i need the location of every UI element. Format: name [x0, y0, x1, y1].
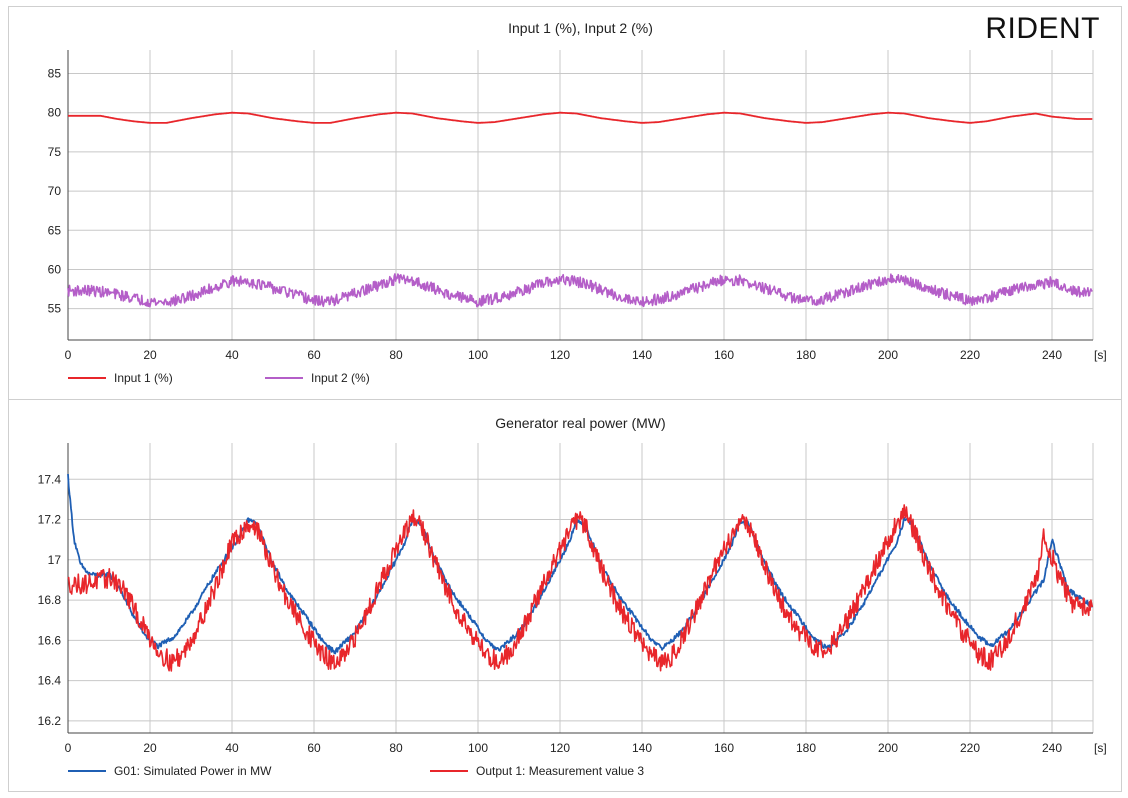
- series-line-2: [67, 273, 1093, 308]
- y-tick-label: 70: [48, 184, 62, 198]
- x-tick-label: 40: [225, 741, 239, 755]
- y-tick-label: 17: [48, 553, 62, 567]
- x-tick-label: 60: [307, 348, 321, 362]
- y-tick-label: 17.2: [38, 513, 62, 527]
- x-tick-label: 100: [468, 348, 488, 362]
- x-tick-label: 60: [307, 741, 321, 755]
- x-tick-label: 80: [389, 348, 403, 362]
- y-tick-label: 55: [48, 302, 62, 316]
- x-tick-label: 200: [878, 741, 898, 755]
- panel-divider: [8, 399, 1122, 400]
- x-tick-label: 240: [1042, 348, 1062, 362]
- y-tick-label: 16.8: [38, 593, 62, 607]
- y-tick-label: 60: [48, 262, 62, 276]
- x-tick-label: 40: [225, 348, 239, 362]
- x-tick-label: 80: [389, 741, 403, 755]
- series-line-1: [67, 473, 1094, 655]
- chart-title: Input 1 (%), Input 2 (%): [508, 20, 653, 36]
- chart-title: Generator real power (MW): [495, 415, 665, 431]
- x-tick-label: 180: [796, 741, 816, 755]
- y-tick-label: 65: [48, 223, 62, 237]
- y-tick-label: 16.2: [38, 714, 62, 728]
- x-tick-label: 180: [796, 348, 816, 362]
- x-tick-label: 120: [550, 348, 570, 362]
- x-tick-label: 140: [632, 348, 652, 362]
- chart-panel-2: Generator real power (MW) 0 20 40 60 80 100 120…: [38, 415, 1107, 778]
- chart-panel-1: Input 1 (%), Input 2 (%) 0 20 40 60 80 100 120 1…: [48, 20, 1107, 385]
- x-tick-label: 160: [714, 348, 734, 362]
- x-tick-label: 120: [550, 741, 570, 755]
- legend-label-1: Input 1 (%): [114, 371, 173, 385]
- x-tick-label: 200: [878, 348, 898, 362]
- series-line-1: [67, 111, 1093, 124]
- y-tick-label: 16.4: [38, 674, 62, 688]
- x-tick-label: 20: [143, 348, 157, 362]
- legend-label-2: Output 1: Measurement value 3: [476, 764, 644, 778]
- x-tick-label: 0: [65, 741, 72, 755]
- y-tick-label: 16.6: [38, 633, 62, 647]
- x-tick-label: 220: [960, 348, 980, 362]
- x-tick-label: 140: [632, 741, 652, 755]
- x-tick-label: 0: [65, 348, 72, 362]
- x-unit-label: [s]: [1094, 741, 1107, 755]
- brand-logo: RIDENT: [985, 12, 1100, 45]
- y-tick-label: 17.4: [38, 472, 62, 486]
- legend-label-1: G01: Simulated Power in MW: [114, 764, 272, 778]
- y-tick-label: 75: [48, 145, 62, 159]
- x-tick-label: 220: [960, 741, 980, 755]
- x-tick-label: 240: [1042, 741, 1062, 755]
- y-tick-label: 85: [48, 67, 62, 81]
- x-tick-label: 160: [714, 741, 734, 755]
- legend-label-2: Input 2 (%): [311, 371, 370, 385]
- x-tick-label: 100: [468, 741, 488, 755]
- series-line-2: [67, 504, 1094, 672]
- x-tick-label: 20: [143, 741, 157, 755]
- x-unit-label: [s]: [1094, 348, 1107, 362]
- y-tick-label: 80: [48, 106, 62, 120]
